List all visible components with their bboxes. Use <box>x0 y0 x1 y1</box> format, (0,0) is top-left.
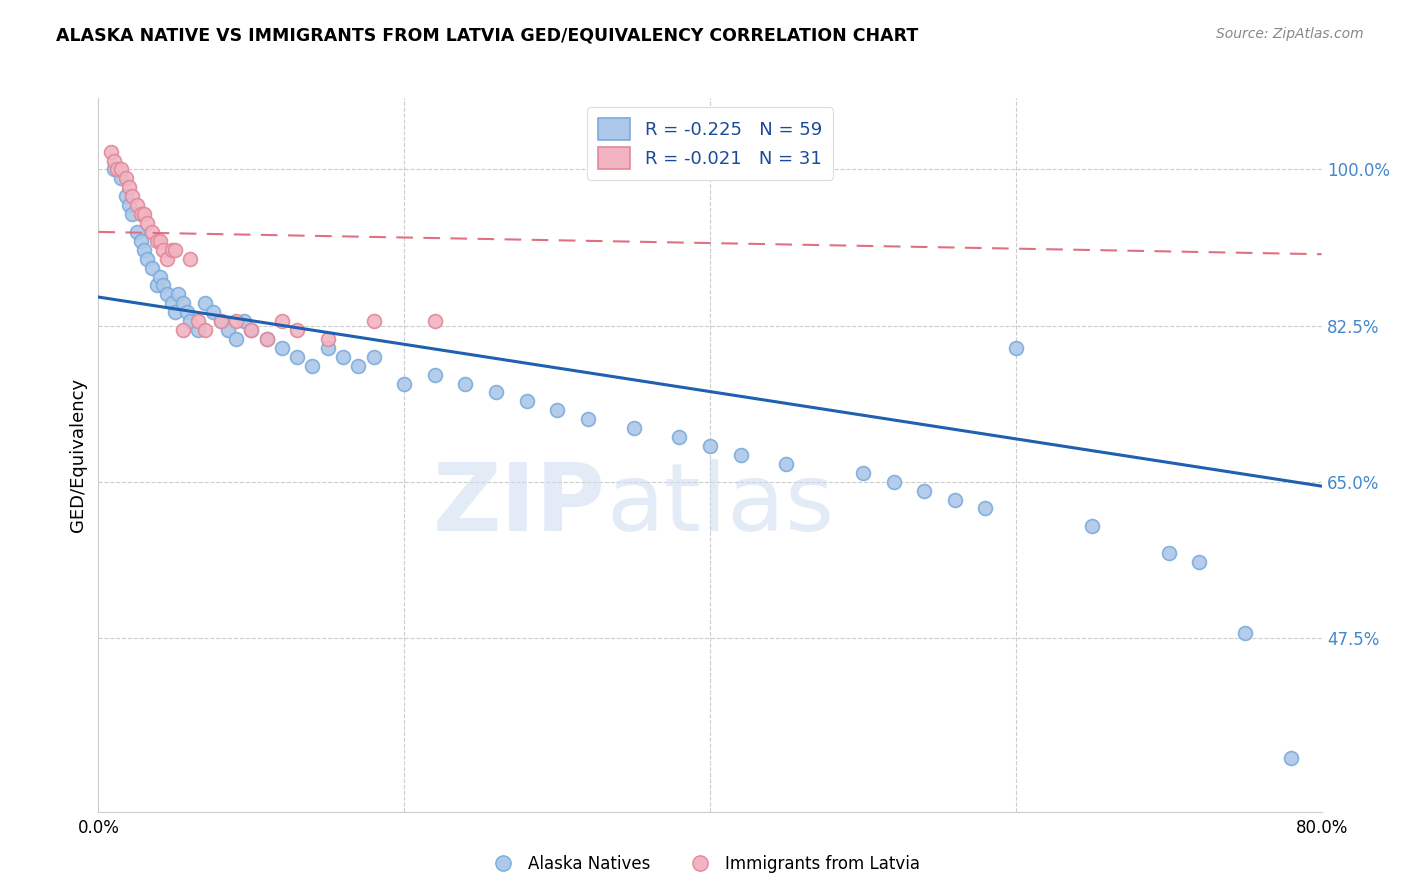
Point <box>118 198 141 212</box>
Point <box>423 368 446 382</box>
Point <box>156 287 179 301</box>
Point <box>912 483 935 498</box>
Point <box>105 162 128 177</box>
Point <box>392 376 416 391</box>
Text: atlas: atlas <box>606 458 834 551</box>
Point <box>149 269 172 284</box>
Point <box>974 501 997 516</box>
Point <box>225 332 247 346</box>
Point <box>103 162 125 177</box>
Point <box>179 252 201 266</box>
Legend: R = -0.225   N = 59, R = -0.021   N = 31: R = -0.225 N = 59, R = -0.021 N = 31 <box>588 107 832 180</box>
Point <box>209 314 232 328</box>
Point <box>134 207 156 221</box>
Point <box>110 171 132 186</box>
Point <box>134 243 156 257</box>
Point <box>187 323 209 337</box>
Point <box>883 475 905 489</box>
Point <box>152 243 174 257</box>
Point <box>125 225 148 239</box>
Point <box>141 260 163 275</box>
Point <box>129 234 152 248</box>
Point <box>118 180 141 194</box>
Point <box>115 189 138 203</box>
Point <box>256 332 278 346</box>
Point <box>668 430 690 444</box>
Point <box>423 314 446 328</box>
Point <box>145 234 167 248</box>
Text: ZIP: ZIP <box>433 458 606 551</box>
Point <box>699 439 721 453</box>
Point <box>225 314 247 328</box>
Point <box>1188 555 1211 569</box>
Point <box>363 350 385 364</box>
Point <box>516 394 538 409</box>
Point <box>149 234 172 248</box>
Point <box>852 466 875 480</box>
Point <box>943 492 966 507</box>
Point <box>1157 546 1180 560</box>
Text: Source: ZipAtlas.com: Source: ZipAtlas.com <box>1216 27 1364 41</box>
Point <box>232 314 254 328</box>
Point <box>100 145 122 159</box>
Point <box>176 305 198 319</box>
Point <box>160 243 183 257</box>
Point <box>136 252 159 266</box>
Point <box>1234 626 1257 640</box>
Point <box>141 225 163 239</box>
Point <box>316 332 339 346</box>
Point <box>110 162 132 177</box>
Point <box>316 341 339 355</box>
Point <box>546 403 568 417</box>
Point <box>167 287 190 301</box>
Text: ALASKA NATIVE VS IMMIGRANTS FROM LATVIA GED/EQUIVALENCY CORRELATION CHART: ALASKA NATIVE VS IMMIGRANTS FROM LATVIA … <box>56 27 918 45</box>
Point <box>1279 751 1302 765</box>
Point <box>172 323 194 337</box>
Point <box>485 385 508 400</box>
Point <box>454 376 477 391</box>
Point <box>270 341 292 355</box>
Point <box>576 412 599 426</box>
Point <box>332 350 354 364</box>
Point <box>121 207 143 221</box>
Point <box>1004 341 1026 355</box>
Legend: Alaska Natives, Immigrants from Latvia: Alaska Natives, Immigrants from Latvia <box>479 848 927 880</box>
Point <box>775 457 797 471</box>
Point <box>179 314 201 328</box>
Point <box>270 314 292 328</box>
Point <box>240 323 263 337</box>
Point <box>172 296 194 310</box>
Point <box>160 296 183 310</box>
Point <box>194 296 217 310</box>
Point <box>240 323 263 337</box>
Point <box>285 323 308 337</box>
Point <box>103 153 125 168</box>
Point <box>163 305 186 319</box>
Point <box>363 314 385 328</box>
Point <box>136 216 159 230</box>
Point <box>730 448 752 462</box>
Y-axis label: GED/Equivalency: GED/Equivalency <box>69 378 87 532</box>
Point <box>152 278 174 293</box>
Point <box>187 314 209 328</box>
Point <box>202 305 225 319</box>
Point <box>285 350 308 364</box>
Point <box>129 207 152 221</box>
Point <box>125 198 148 212</box>
Point <box>145 278 167 293</box>
Point <box>623 421 645 435</box>
Point <box>163 243 186 257</box>
Point <box>194 323 217 337</box>
Point <box>347 359 370 373</box>
Point <box>217 323 239 337</box>
Point <box>209 314 232 328</box>
Point <box>301 359 323 373</box>
Point <box>115 171 138 186</box>
Point <box>256 332 278 346</box>
Point <box>1081 519 1104 533</box>
Point <box>121 189 143 203</box>
Point <box>156 252 179 266</box>
